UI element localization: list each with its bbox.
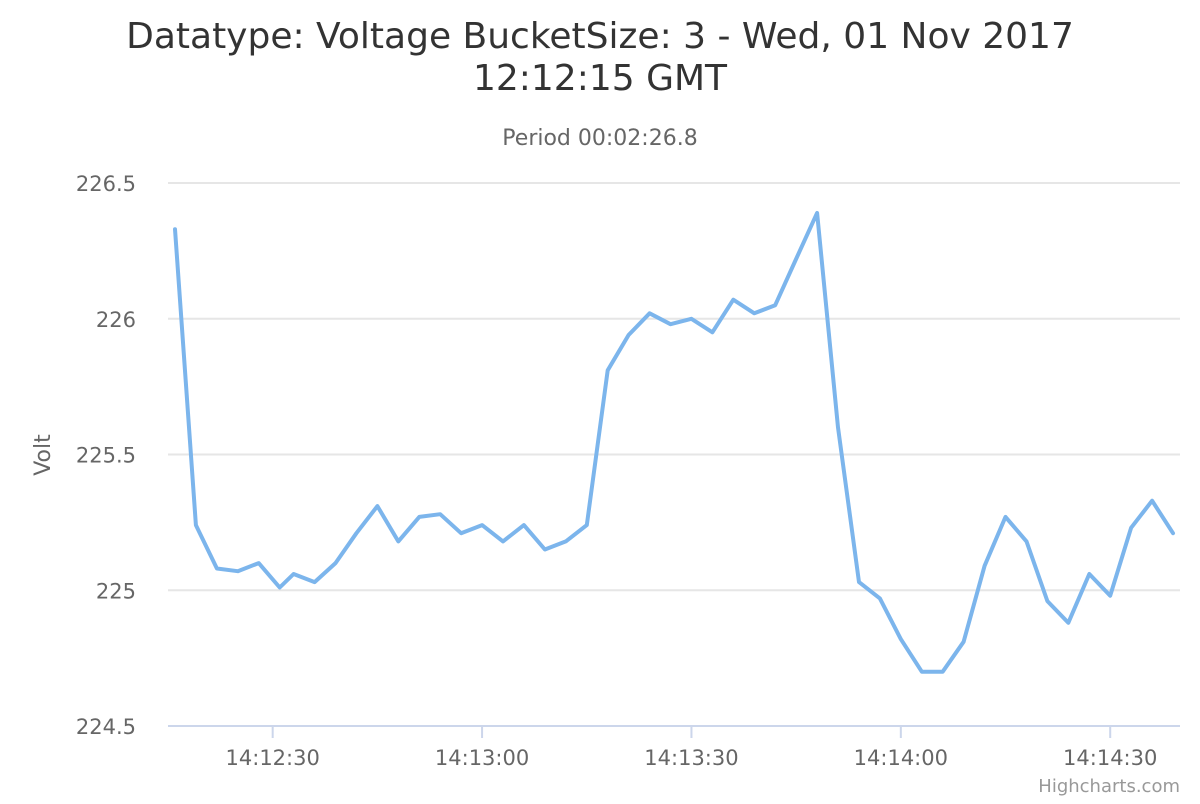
y-tick-label: 225.5	[76, 444, 136, 468]
y-tick-label: 226	[96, 308, 136, 332]
credits-link[interactable]: Highcharts.com	[1038, 776, 1180, 797]
chart-title-line1: Datatype: Voltage BucketSize: 3 - Wed, 0…	[126, 16, 1074, 57]
x-tick-label: 14:14:00	[854, 746, 948, 770]
x-tick-label: 14:14:30	[1063, 746, 1157, 770]
voltage-series-line[interactable]	[173, 210, 1175, 674]
y-tick-label: 224.5	[76, 715, 136, 739]
x-tick-label: 14:12:30	[226, 746, 320, 770]
x-tick-label: 14:13:00	[435, 746, 529, 770]
y-axis-title: Volt	[31, 434, 56, 476]
chart-title-line2: 12:12:15 GMT	[473, 58, 728, 99]
grid-lines	[168, 182, 1180, 592]
series-group	[173, 210, 1175, 674]
y-axis-tick-labels: 224.5 225 225.5 226 226.5	[76, 172, 136, 739]
x-axis: 14:12:30 14:13:00 14:13:30 14:14:00 14:14:30	[168, 725, 1180, 770]
y-tick-label: 226.5	[76, 172, 136, 196]
chart-subtitle: Period 00:02:26.8	[502, 126, 697, 151]
x-tick-label: 14:13:30	[644, 746, 738, 770]
y-tick-label: 225	[96, 579, 136, 603]
